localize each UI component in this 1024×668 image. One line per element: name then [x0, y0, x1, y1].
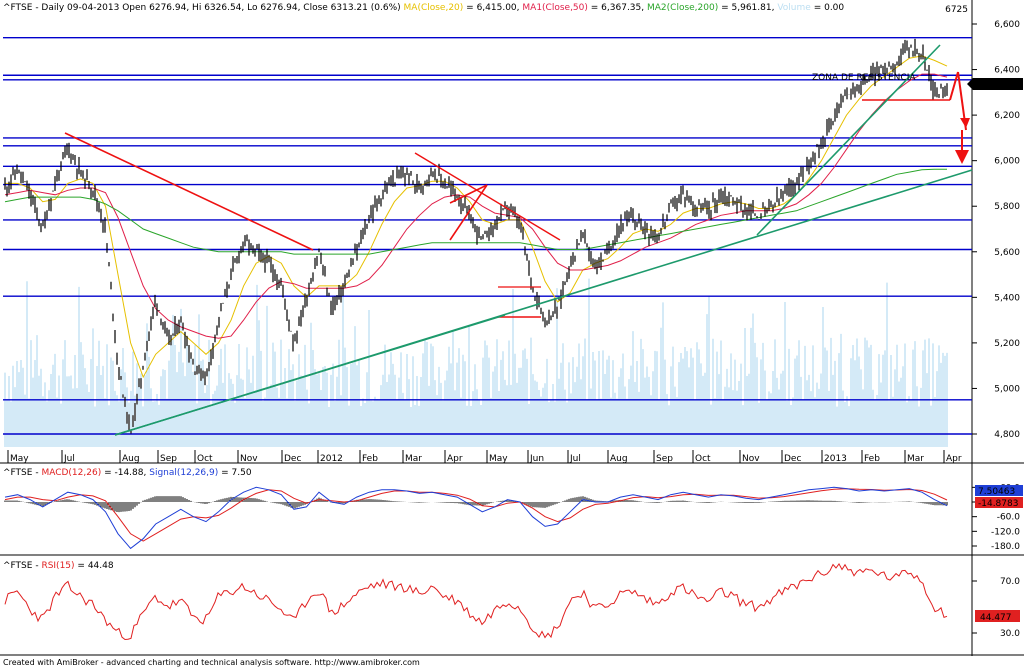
x-tick-label: Dec: [284, 454, 301, 464]
header-ma50-label: MA1(Close,50): [522, 3, 588, 13]
rsi-y-tick-label: 70.0: [1000, 577, 1020, 587]
last-price-tag: [973, 78, 1023, 90]
macd-last-value: 7.50463: [978, 487, 1015, 497]
price-y-axis: 4,800 5,000 5,200 5,400 5,600 5,800 6,000 6,200…: [972, 20, 1020, 440]
header-symbol-ohlc: ^FTSE - Daily 09-04-2013 Open 6276.94, H…: [3, 3, 401, 13]
uptrend-line: [756, 44, 941, 236]
x-tick-label: Feb: [864, 454, 880, 464]
ma20-line: [5, 55, 948, 379]
x-tick-label: Dec: [784, 454, 801, 464]
y-tick-label: 5,800: [994, 202, 1020, 212]
macd-header-macd-label: MACD(12,26): [41, 468, 101, 478]
macd-header-symbol: ^FTSE -: [3, 468, 41, 478]
channel-line: [449, 184, 488, 204]
x-tick-label: Apr: [447, 454, 463, 464]
rsi-pane: 70.0 30.0: [4, 562, 1020, 641]
y-tick-label: 5,400: [994, 293, 1020, 303]
x-tick-label: Sep: [656, 454, 673, 464]
ma200-line: [4, 168, 947, 255]
rsi-last-tag: [975, 610, 1020, 622]
x-tick-label: Aug: [122, 454, 140, 464]
header-volume-label: Volume: [777, 3, 811, 13]
arrowhead: [955, 150, 969, 164]
x-tick-label: May: [10, 454, 29, 464]
x-tick-label: Jun: [529, 454, 544, 464]
macd-y-tick-label: -180.0: [991, 542, 1020, 552]
downtrend-line: [414, 152, 561, 241]
rsi-y-tick-label: 30.0: [1000, 629, 1020, 639]
chart-header: ^FTSE - Daily 09-04-2013 Open 6276.94, H…: [3, 3, 844, 13]
x-tick-label: Oct: [197, 454, 213, 464]
x-tick-label: Mar: [907, 454, 924, 464]
x-tick-label: Jul: [569, 454, 581, 464]
x-tick-label: Nov: [240, 454, 258, 464]
y-tick-label: 5,600: [994, 248, 1020, 258]
header-ma200-label: MA2(Close,200): [647, 3, 718, 13]
x-tick-label: Mar: [405, 454, 422, 464]
last-price-value: 6,313.21: [978, 81, 1018, 91]
forecast-arrow: [949, 71, 959, 101]
macd-y-tick-label: -120.0: [991, 527, 1020, 537]
signal-last-tag: [975, 497, 1023, 508]
macd-header: ^FTSE - MACD(12,26) = -14.88, Signal(12,…: [3, 468, 252, 478]
x-tick-label: 2013: [824, 454, 847, 464]
x-tick-label: May: [489, 454, 508, 464]
header-ma200-value: = 5,961.81,: [721, 3, 774, 13]
x-tick-label: Sep: [160, 454, 177, 464]
x-tick-label: Nov: [742, 454, 760, 464]
volume-scale-label: 6725: [945, 5, 968, 15]
y-tick-label: 6,400: [994, 66, 1020, 76]
macd-header-signal-label: Signal(12,26,9): [149, 468, 218, 478]
rsi-header-value: = 44.48: [77, 561, 113, 571]
y-tick-label: 6,600: [994, 20, 1020, 30]
y-tick-label: 4,800: [994, 430, 1020, 440]
macd-line: [4, 486, 948, 550]
resistance-zone-label: ZONA DE RESISTENCIA: [812, 73, 916, 83]
rsi-header-label: RSI(15): [41, 561, 74, 571]
trendlines: [64, 44, 973, 436]
channel-line: [449, 184, 488, 241]
header-ma20-value: = 6,415.00,: [466, 3, 519, 13]
rsi-header: ^FTSE - RSI(15) = 44.48: [3, 561, 114, 571]
x-tick-label: Apr: [946, 454, 962, 464]
macd-header-macd-value: = -14.88,: [104, 468, 146, 478]
y-tick-label: 5,000: [994, 384, 1020, 394]
rsi-last-value: 44.477: [980, 613, 1012, 623]
y-tick-label: 6,200: [994, 111, 1020, 121]
header-ma20-label: MA(Close,20): [404, 3, 464, 13]
downtrend-line: [64, 132, 314, 251]
price-bars: [4, 38, 948, 434]
x-tick-label: Feb: [362, 454, 378, 464]
last-price-tag-arrow: [967, 78, 973, 90]
x-tick-label: Jul: [63, 454, 75, 464]
arrowhead: [960, 118, 970, 128]
y-tick-label: 6,000: [994, 157, 1020, 167]
y-tick-label: 5,200: [994, 339, 1020, 349]
signal-last-value: -14.8783: [978, 499, 1018, 509]
rsi-line: [4, 562, 948, 641]
x-tick-label: Oct: [695, 454, 711, 464]
header-volume-value: = 0.00: [814, 3, 845, 13]
signal-line: [4, 488, 948, 542]
x-tick-label: Aug: [610, 454, 628, 464]
rsi-header-symbol: ^FTSE -: [3, 561, 41, 571]
macd-last-tag: [975, 485, 1023, 496]
macd-header-signal-value: = 7.50: [221, 468, 252, 478]
footer-credit: Created with AmiBroker - advanced charti…: [3, 658, 420, 667]
uptrend-line: [114, 314, 506, 436]
x-axis: May Jul Aug Sep Oct Nov Dec 2012 Feb Mar Apr May Jun…: [7, 450, 962, 464]
header-ma50-value: = 6,367.35,: [591, 3, 644, 13]
x-tick-label: 2012: [320, 454, 343, 464]
macd-y-tick-label: -60.0: [997, 513, 1021, 523]
